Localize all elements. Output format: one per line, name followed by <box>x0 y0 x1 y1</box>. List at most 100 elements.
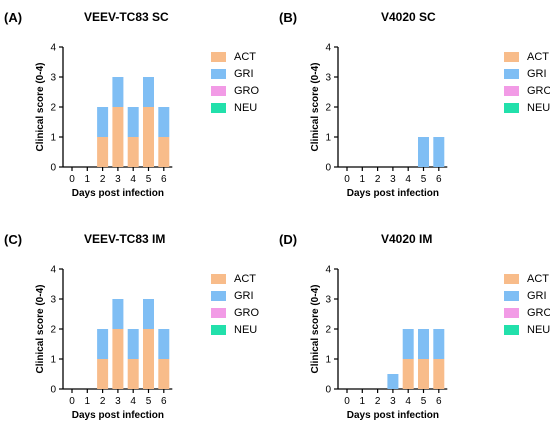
y-tick-label: 0 <box>50 163 56 174</box>
x-tick-label: 5 <box>421 174 427 185</box>
legend-label-act: ACT <box>234 50 256 63</box>
x-tick-label: 3 <box>390 174 396 185</box>
bar-act-day-2 <box>97 137 109 167</box>
legend-label-gri: GRI <box>234 289 254 302</box>
legend-label-neu: NEU <box>527 323 550 336</box>
legend-label-act: ACT <box>527 50 549 63</box>
y-tick-label: 2 <box>325 325 331 336</box>
panel-label: (B) <box>279 10 298 25</box>
legend-label-gri: GRI <box>527 289 547 302</box>
bar-gri-day-6 <box>433 137 445 167</box>
legend-label-neu: NEU <box>527 101 550 114</box>
x-tick-label: 5 <box>421 396 427 407</box>
x-axis-title: Days post infection <box>72 188 164 199</box>
legend-swatch-neu <box>211 324 226 335</box>
bar-act-day-4 <box>127 137 139 167</box>
x-tick-label: 5 <box>146 396 152 407</box>
panel-b: (B) V4020 SC 0 1 2 3 4 0 1 2 3 4 5 6 Days post infec… <box>275 0 550 222</box>
x-tick-label: 4 <box>130 174 136 185</box>
x-tick-label: 6 <box>436 174 442 185</box>
x-tick-label: 0 <box>344 174 350 185</box>
panel-a: (A) VEEV-TC83 SC 0 1 2 3 4 0 1 2 3 4 5 6 Days post i… <box>0 0 275 222</box>
legend-label-act: ACT <box>527 272 549 285</box>
x-tick-label: 4 <box>405 174 411 185</box>
y-tick-label: 0 <box>325 163 331 174</box>
x-tick-label: 3 <box>115 174 121 185</box>
x-tick-label: 1 <box>85 396 91 407</box>
legend-item-gri: GRI <box>504 287 550 304</box>
legend-swatch-neu <box>504 324 519 335</box>
panel-label: (C) <box>4 232 23 247</box>
y-tick-label: 4 <box>325 265 331 276</box>
legend-swatch-act <box>504 51 519 62</box>
x-tick-label: 5 <box>146 174 152 185</box>
bar-act-day-5 <box>418 359 429 389</box>
legend: ACT GRI GRO NEU <box>211 48 259 116</box>
x-tick-label: 6 <box>161 174 167 185</box>
x-tick-label: 2 <box>375 396 381 407</box>
y-tick-label: 4 <box>50 43 56 54</box>
legend-item-act: ACT <box>504 48 550 65</box>
bar-gri-day-3 <box>387 374 399 389</box>
bar-gri-day-5 <box>418 137 429 167</box>
bar-act-day-5 <box>143 329 154 389</box>
chart-title: VEEV-TC83 SC <box>84 10 169 24</box>
legend-item-gro: GRO <box>504 82 550 99</box>
legend-item-gri: GRI <box>211 65 259 82</box>
panel-d: (D) V4020 IM 0 1 2 3 4 0 1 2 3 4 5 6 Days post infec… <box>275 222 550 444</box>
legend-swatch-neu <box>504 102 519 113</box>
bar-gri-day-3 <box>112 299 124 329</box>
chart-title: VEEV-TC83 IM <box>84 232 166 246</box>
y-axis-title: Clinical score (0-4) <box>35 63 46 152</box>
x-axis-title: Days post infection <box>347 188 439 199</box>
x-tick-label: 2 <box>375 174 381 185</box>
legend-item-act: ACT <box>504 270 550 287</box>
bar-gri-day-6 <box>158 107 170 137</box>
bar-gri-day-4 <box>127 107 139 137</box>
legend-swatch-gri <box>211 68 226 79</box>
legend-label-gri: GRI <box>234 67 254 80</box>
bar-gri-day-2 <box>97 107 109 137</box>
y-tick-label: 2 <box>50 325 56 336</box>
x-tick-label: 0 <box>69 174 75 185</box>
bar-act-day-3 <box>112 329 124 389</box>
x-tick-label: 6 <box>436 396 442 407</box>
bar-act-day-4 <box>127 359 139 389</box>
x-tick-label: 4 <box>405 396 411 407</box>
chart-title: V4020 SC <box>381 10 436 24</box>
x-axis-title: Days post infection <box>72 410 164 421</box>
y-axis-title: Clinical score (0-4) <box>310 63 321 152</box>
legend-swatch-gro <box>211 307 226 318</box>
bar-act-day-2 <box>97 359 109 389</box>
bar-act-day-6 <box>158 137 170 167</box>
x-tick-label: 2 <box>100 174 106 185</box>
y-tick-label: 4 <box>325 43 331 54</box>
legend-swatch-act <box>211 273 226 284</box>
legend-item-gri: GRI <box>211 287 259 304</box>
bar-gri-day-6 <box>433 329 445 359</box>
legend-label-neu: NEU <box>234 101 258 114</box>
legend: ACT GRI GRO NEU <box>504 48 550 116</box>
legend-swatch-gri <box>211 290 226 301</box>
legend-item-act: ACT <box>211 48 259 65</box>
legend-item-act: ACT <box>211 270 259 287</box>
y-axis-title: Clinical score (0-4) <box>35 285 46 374</box>
x-tick-label: 6 <box>161 396 167 407</box>
x-tick-label: 0 <box>344 396 350 407</box>
bar-gri-day-5 <box>418 329 429 359</box>
panel-label: (D) <box>279 232 298 247</box>
legend-item-gro: GRO <box>504 304 550 321</box>
legend-swatch-gri <box>504 68 519 79</box>
legend-label-gro: GRO <box>527 306 550 319</box>
panel-c: (C) VEEV-TC83 IM 0 1 2 3 4 0 1 2 3 4 5 6 Days post i… <box>0 222 275 444</box>
bar-act-day-6 <box>158 359 170 389</box>
legend-swatch-gro <box>504 307 519 318</box>
bar-gri-day-3 <box>112 77 124 107</box>
bar-act-day-3 <box>112 107 124 167</box>
y-tick-label: 3 <box>50 73 56 84</box>
legend-item-neu: NEU <box>211 321 259 338</box>
legend-swatch-gri <box>504 290 519 301</box>
